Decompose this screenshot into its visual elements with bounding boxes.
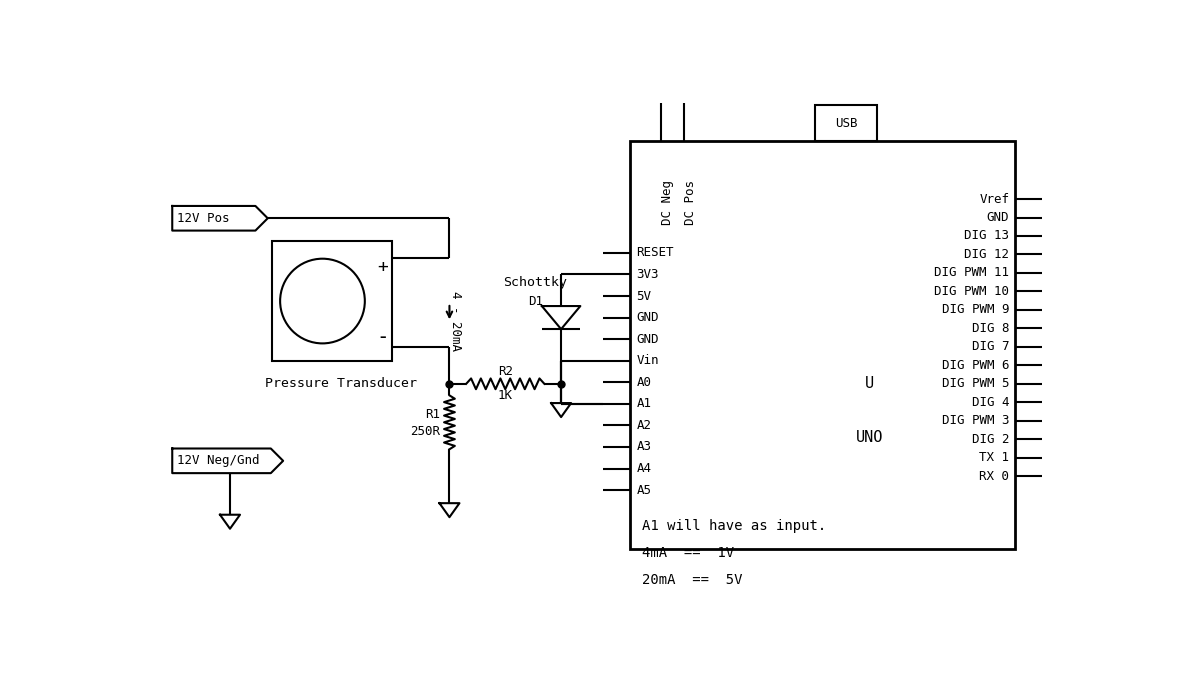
Text: 12V Pos: 12V Pos [176, 212, 229, 225]
Text: DIG PWM 6: DIG PWM 6 [942, 359, 1009, 372]
Text: Schottky: Schottky [503, 276, 568, 289]
Bar [272, 242, 391, 361]
Text: UNO: UNO [856, 430, 883, 445]
Text: A1: A1 [636, 397, 652, 411]
Text: 4 - 20mA: 4 - 20mA [449, 292, 462, 351]
Text: DIG 13: DIG 13 [965, 230, 1009, 242]
Text: 250R: 250R [410, 425, 440, 438]
Text: RESET: RESET [636, 246, 674, 260]
Text: 20mA  ==  5V: 20mA == 5V [642, 574, 743, 587]
Text: D1: D1 [528, 295, 542, 308]
Text: A3: A3 [636, 441, 652, 454]
Text: DIG 2: DIG 2 [972, 433, 1009, 445]
Text: A4: A4 [636, 462, 652, 475]
Text: GND: GND [636, 333, 659, 346]
Text: Vin: Vin [636, 354, 659, 367]
Text: R1: R1 [425, 408, 440, 421]
Text: Pressure Transducer: Pressure Transducer [265, 377, 416, 390]
Text: DIG PWM 10: DIG PWM 10 [935, 285, 1009, 298]
Text: 12V Neg/Gnd: 12V Neg/Gnd [176, 454, 259, 467]
Text: R2: R2 [498, 365, 512, 378]
Text: +: + [377, 258, 388, 276]
Text: DC Pos: DC Pos [684, 180, 697, 226]
Text: DC Neg: DC Neg [661, 180, 674, 226]
Text: 4mA  ==  1V: 4mA == 1V [642, 546, 734, 560]
Bar [815, 105, 877, 141]
Text: GND: GND [636, 311, 659, 324]
Text: Vref: Vref [979, 193, 1009, 205]
Text: DIG PWM 5: DIG PWM 5 [942, 377, 1009, 390]
Text: DIG PWM 11: DIG PWM 11 [935, 267, 1009, 279]
Bar [630, 141, 1015, 549]
Text: DIG 4: DIG 4 [972, 396, 1009, 409]
Text: A5: A5 [636, 484, 652, 496]
Text: DIG 7: DIG 7 [972, 340, 1009, 354]
Text: RX 0: RX 0 [979, 470, 1009, 483]
Text: TX 1: TX 1 [979, 451, 1009, 464]
Text: DIG 8: DIG 8 [972, 322, 1009, 335]
Text: DIG PWM 9: DIG PWM 9 [942, 303, 1009, 317]
Text: -: - [376, 327, 389, 347]
Text: A2: A2 [636, 419, 652, 432]
Text: U: U [864, 377, 874, 391]
Text: DIG PWM 3: DIG PWM 3 [942, 414, 1009, 427]
Text: 5V: 5V [636, 290, 652, 303]
Text: 3V3: 3V3 [636, 268, 659, 281]
Text: GND: GND [986, 211, 1009, 224]
Text: A0: A0 [636, 376, 652, 389]
Text: USB: USB [835, 117, 857, 129]
Text: 1K: 1K [498, 389, 512, 402]
Text: A1 will have as input.: A1 will have as input. [642, 519, 827, 533]
Text: DIG 12: DIG 12 [965, 248, 1009, 261]
